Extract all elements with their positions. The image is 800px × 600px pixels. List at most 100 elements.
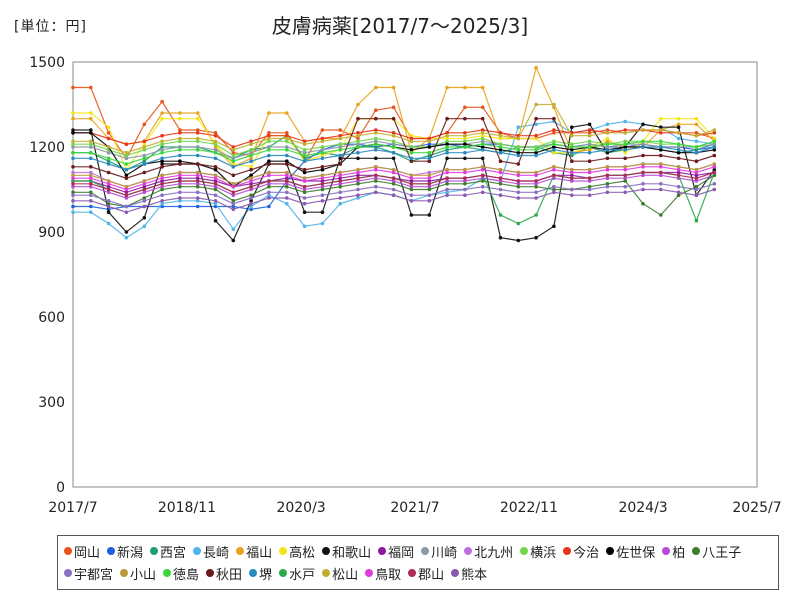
data-point (516, 221, 521, 226)
data-point (231, 173, 236, 178)
data-point (463, 150, 467, 155)
data-point (480, 148, 485, 152)
data-point (534, 116, 538, 121)
data-point (71, 131, 75, 135)
data-point (712, 165, 717, 169)
data-point (712, 139, 717, 144)
data-point (89, 182, 93, 186)
data-point (694, 173, 699, 178)
data-point (356, 133, 360, 138)
data-point (249, 159, 253, 163)
series-24 (71, 187, 717, 214)
series-23 (71, 170, 717, 197)
data-point (659, 173, 663, 178)
data-point (534, 133, 538, 138)
data-point (89, 204, 93, 209)
data-point (570, 193, 574, 197)
data-point (302, 184, 307, 189)
legend-label: 長崎 (203, 545, 230, 561)
data-point (391, 150, 396, 155)
data-point (516, 148, 521, 152)
data-point (516, 150, 521, 155)
data-point (213, 182, 218, 186)
legend-item: 福岡 (378, 540, 414, 562)
data-point (178, 204, 182, 209)
legend-label: 福山 (246, 545, 273, 561)
data-point (213, 184, 218, 189)
data-point (659, 131, 663, 135)
data-point (391, 133, 396, 138)
legend-marker-icon (150, 547, 159, 555)
data-point (267, 159, 271, 163)
data-point (587, 145, 592, 149)
data-point (71, 170, 75, 175)
legend-label: 水戸 (289, 567, 316, 583)
data-point (142, 122, 147, 127)
data-point (623, 148, 627, 152)
data-point (142, 156, 147, 161)
data-point (694, 122, 699, 127)
data-point (213, 176, 218, 180)
data-point (106, 199, 111, 203)
data-point (213, 179, 218, 183)
data-point (623, 184, 627, 189)
data-point (302, 167, 307, 172)
data-point (285, 153, 289, 158)
data-point (160, 145, 164, 149)
data-point (498, 170, 503, 175)
data-point (106, 221, 111, 226)
data-point (552, 187, 556, 192)
data-point (106, 145, 111, 149)
data-point (374, 173, 378, 178)
data-point (516, 173, 521, 178)
data-point (160, 142, 164, 146)
data-point (178, 173, 182, 178)
data-point (302, 142, 307, 146)
data-point (106, 179, 111, 183)
data-point (231, 184, 236, 189)
data-point (712, 167, 717, 172)
data-point (445, 142, 449, 146)
data-point (534, 102, 538, 107)
data-point (534, 148, 538, 152)
data-point (570, 125, 574, 129)
data-point (516, 196, 521, 200)
chart-title: 皮膚病薬[2017/7～2025/3] (271, 14, 529, 38)
legend-marker-icon (120, 569, 129, 577)
data-point (552, 167, 556, 172)
data-point (231, 190, 236, 195)
data-point (285, 184, 289, 189)
data-point (445, 182, 449, 186)
data-point (570, 170, 574, 175)
data-point (320, 187, 325, 192)
x-tick-label: 2025/7 (732, 500, 781, 516)
data-point (356, 187, 360, 192)
data-point (71, 173, 75, 178)
data-point (249, 201, 253, 206)
data-point (676, 148, 681, 152)
data-point (267, 111, 271, 115)
data-point (391, 156, 396, 161)
data-point (267, 139, 271, 144)
data-point (623, 190, 627, 195)
data-point (285, 201, 289, 206)
legend-label: 今治 (573, 545, 600, 561)
data-point (534, 190, 538, 195)
data-point (587, 193, 592, 197)
data-point (178, 148, 182, 152)
data-point (338, 156, 343, 161)
data-point (267, 133, 271, 138)
data-point (356, 150, 360, 155)
data-point (249, 187, 253, 192)
data-point (195, 139, 200, 144)
legend-label: 徳島 (173, 567, 200, 583)
data-point (516, 162, 521, 166)
data-point (195, 170, 200, 175)
data-point (178, 184, 182, 189)
data-point (659, 125, 663, 129)
data-point (409, 184, 414, 189)
data-point (623, 139, 627, 144)
data-point (124, 153, 129, 158)
series-21 (71, 102, 717, 155)
data-point (534, 213, 538, 217)
